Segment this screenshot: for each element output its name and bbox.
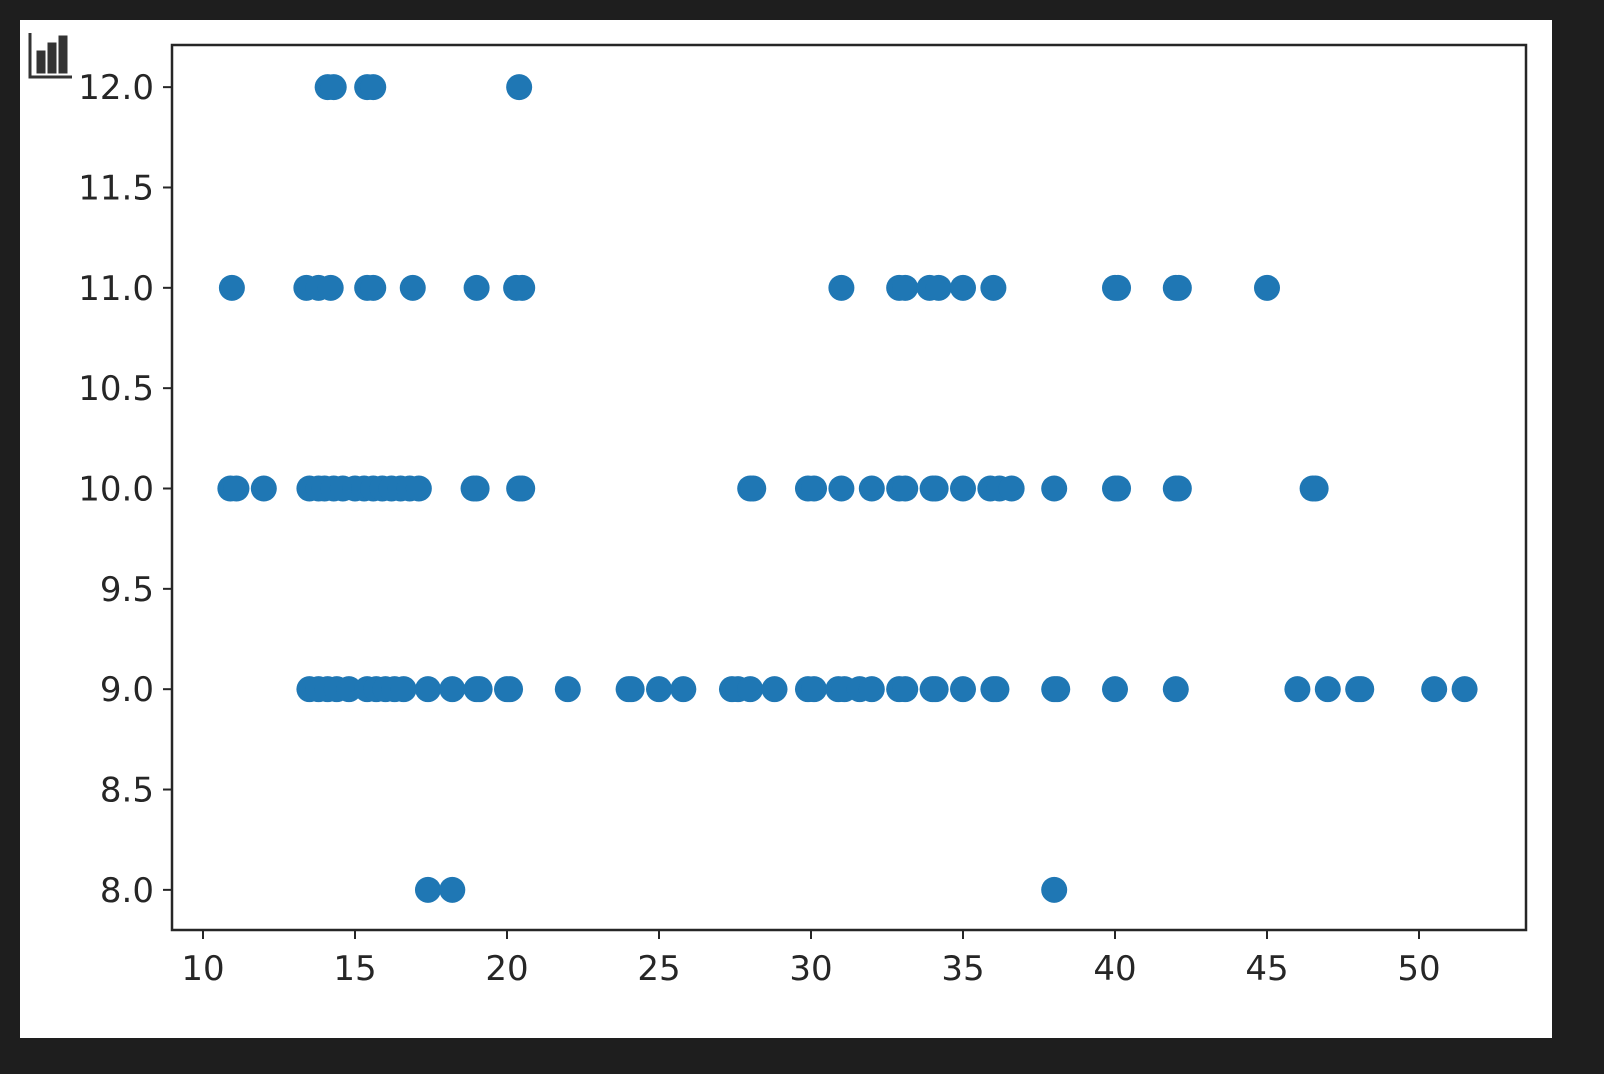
y-tick-label: 11.5 — [78, 168, 154, 208]
scatter-point — [828, 274, 855, 301]
x-tick-label: 40 — [1093, 949, 1136, 989]
scatter-point — [463, 274, 490, 301]
scatter-point — [463, 475, 490, 502]
scatter-point — [1302, 475, 1329, 502]
figure-canvas: 10 15 20 25 30 35 40 45 50 8.0 8.5 9.0 9.5 10.0 10.5 11… — [20, 20, 1552, 1038]
scatter-point — [1314, 676, 1341, 703]
scatter-point — [1421, 676, 1448, 703]
y-tick-label: 10.5 — [78, 369, 154, 409]
y-tick-label: 9.5 — [100, 570, 154, 610]
scatter-point — [1162, 676, 1189, 703]
scatter-point — [335, 676, 362, 703]
x-tick-label: 50 — [1397, 949, 1440, 989]
scatter-point — [218, 274, 245, 301]
scatter-point — [317, 274, 344, 301]
scatter-point — [949, 475, 976, 502]
scatter-point — [399, 274, 426, 301]
x-tick-label: 30 — [789, 949, 832, 989]
scatter-point — [1451, 676, 1478, 703]
scatter-point — [949, 274, 976, 301]
scatter-point — [828, 475, 855, 502]
x-tick-label: 25 — [637, 949, 680, 989]
scatter-point — [1041, 876, 1068, 903]
scatter-point — [1101, 676, 1128, 703]
scatter-point — [1348, 676, 1375, 703]
y-tick-label: 8.0 — [100, 871, 154, 911]
x-tick-label: 35 — [941, 949, 984, 989]
scatter-point — [466, 676, 493, 703]
x-tick-label: 10 — [181, 949, 224, 989]
scatter-point — [1041, 475, 1068, 502]
scatter-point — [922, 676, 949, 703]
scatter-point — [1105, 475, 1132, 502]
scatter-point — [892, 676, 919, 703]
scatter-plot: 10 15 20 25 30 35 40 45 50 8.0 8.5 9.0 9.5 10.0 10.5 11… — [28, 33, 1528, 989]
scatter-point — [390, 676, 417, 703]
scatter-point — [360, 74, 387, 101]
scatter-point — [922, 475, 949, 502]
scatter-point — [618, 676, 645, 703]
scatter-point — [405, 475, 432, 502]
scatter-point — [1165, 475, 1192, 502]
scatter-point — [892, 274, 919, 301]
scatter-point — [506, 74, 533, 101]
scatter-point — [1284, 676, 1311, 703]
scatter-point — [497, 676, 524, 703]
scatter-point — [250, 475, 277, 502]
scatter-point — [414, 876, 441, 903]
scatter-point — [1253, 274, 1280, 301]
scatter-point — [801, 475, 828, 502]
scatter-point — [1044, 676, 1071, 703]
scatter-point — [801, 676, 828, 703]
x-tick-label: 20 — [485, 949, 528, 989]
axes-frame — [170, 43, 1528, 932]
scatter-point — [980, 274, 1007, 301]
scatter-point — [737, 676, 764, 703]
scatter-point — [1165, 274, 1192, 301]
y-tick-label: 9.0 — [100, 670, 154, 710]
x-tick-label: 15 — [333, 949, 376, 989]
scatter-point — [509, 475, 536, 502]
scatter-point — [858, 676, 885, 703]
bar-chart-icon[interactable] — [28, 33, 72, 79]
scatter-point — [439, 676, 466, 703]
scatter-point — [998, 475, 1025, 502]
x-tick-label: 45 — [1245, 949, 1288, 989]
scatter-point — [740, 475, 767, 502]
scatter-point — [892, 475, 919, 502]
scatter-point — [858, 475, 885, 502]
scatter-point — [509, 274, 536, 301]
scatter-point — [554, 676, 581, 703]
scatter-point — [439, 876, 466, 903]
scatter-point — [983, 676, 1010, 703]
scatter-point — [670, 676, 697, 703]
scatter-point — [646, 676, 673, 703]
y-tick-label: 10.0 — [78, 470, 154, 510]
scatter-point — [320, 74, 347, 101]
y-tick-label: 12.0 — [78, 68, 154, 108]
scatter-point — [761, 676, 788, 703]
scatter-point — [360, 274, 387, 301]
scatter-point — [925, 274, 952, 301]
scatter-point — [414, 676, 441, 703]
scatter-point — [1105, 274, 1132, 301]
scatter-point — [223, 475, 250, 502]
y-tick-label: 11.0 — [78, 269, 154, 309]
scatter-point — [949, 676, 976, 703]
y-tick-label: 8.5 — [100, 771, 154, 811]
